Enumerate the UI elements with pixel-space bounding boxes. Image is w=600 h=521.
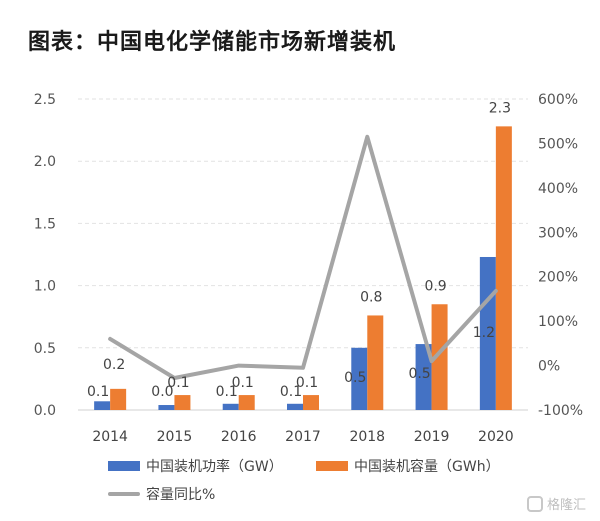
gridlines: [78, 98, 528, 411]
data-label-power: 0.1: [216, 384, 238, 400]
bar-capacity: [110, 388, 127, 410]
legend-item-yoy: 容量同比%: [108, 484, 215, 504]
data-label-capacity: 0.9: [424, 278, 446, 294]
y2-tick-label: 500%: [538, 136, 578, 152]
y2-tick-label: 400%: [538, 181, 578, 197]
y-tick-label: 0.5: [34, 341, 56, 357]
x-tick-label: 2018: [349, 429, 385, 445]
y-tick-label: 1.0: [34, 279, 56, 295]
right-axis-ticks: -100% 0% 100% 200% 300% 400% 500% 600%: [538, 92, 583, 419]
x-tick-label: 2020: [478, 429, 514, 445]
bar-capacity: [431, 304, 448, 410]
legend-item-capacity: 中国装机容量（GWh）: [316, 456, 500, 476]
legend-swatch-capacity: [316, 461, 348, 471]
yoy-series-line: [108, 134, 498, 381]
bar-capacity: [303, 395, 319, 410]
data-label-power: 1.2: [473, 325, 495, 341]
data-label-capacity: 2.3: [489, 100, 511, 116]
y-tick-label: 0.0: [34, 403, 56, 419]
legend-label-power: 中国装机功率（GW）: [146, 459, 283, 475]
y-tick-label: 2.5: [34, 92, 56, 108]
bar-power: [94, 401, 111, 410]
bar-power: [415, 344, 432, 410]
x-tick-label: 2016: [221, 429, 257, 445]
watermark: 格隆汇: [526, 494, 586, 513]
y2-tick-label: 300%: [538, 225, 578, 241]
legend-item-power: 中国装机功率（GW）: [108, 456, 283, 476]
y-tick-label: 1.5: [34, 216, 56, 232]
data-label-power: 0.0: [151, 384, 173, 400]
y2-tick-label: 100%: [538, 314, 578, 330]
watermark-text: 格隆汇: [546, 498, 586, 513]
x-tick-label: 2019: [414, 429, 450, 445]
x-tick-label: 2014: [92, 429, 128, 445]
bar-capacity: [495, 126, 512, 411]
bar-power: [222, 403, 239, 410]
bar-capacity: [174, 395, 191, 410]
data-label-capacity: 0.1: [232, 375, 254, 391]
data-label-power: 0.5: [344, 370, 366, 386]
bar-power: [351, 347, 368, 410]
legend-swatch-yoy: [108, 492, 140, 496]
x-tick-label: 2015: [157, 429, 193, 445]
data-label-power: 0.1: [280, 384, 302, 400]
watermark-logo-icon: [526, 495, 543, 512]
x-axis-ticks: 2014 2015 2016 2017 2018 2019 2020: [92, 429, 513, 445]
bar-capacity: [238, 395, 255, 410]
yoy-line: [108, 134, 498, 381]
y2-tick-label: -100%: [538, 403, 583, 419]
bar-power: [287, 403, 303, 410]
data-label-power: 0.1: [87, 384, 109, 400]
data-label-capacity: 0.2: [103, 357, 125, 373]
y2-tick-label: 600%: [538, 92, 578, 108]
data-label-power: 0.5: [408, 366, 430, 382]
bar-power: [158, 405, 175, 410]
data-labels: 0.10.20.00.10.10.10.10.1 0.50.80.50.91.22…: [87, 100, 511, 400]
y-tick-label: 2.0: [34, 154, 56, 170]
legend-label-yoy: 容量同比%: [146, 487, 216, 503]
x-tick-label: 2017: [285, 429, 321, 445]
y2-tick-label: 0%: [538, 359, 560, 375]
y2-tick-label: 200%: [538, 270, 578, 286]
legend-swatch-power: [108, 461, 140, 471]
legend-label-capacity: 中国装机容量（GWh）: [354, 459, 500, 475]
data-label-capacity: 0.1: [296, 375, 318, 391]
bar-capacity: [367, 315, 384, 410]
chart-title: 图表：中国电化学储能市场新增装机: [28, 30, 397, 55]
data-label-capacity: 0.1: [167, 375, 189, 391]
data-label-capacity: 0.8: [360, 289, 382, 305]
left-axis-ticks: 0.0 0.5 1.0 1.5 2.0 2.5: [34, 92, 56, 419]
